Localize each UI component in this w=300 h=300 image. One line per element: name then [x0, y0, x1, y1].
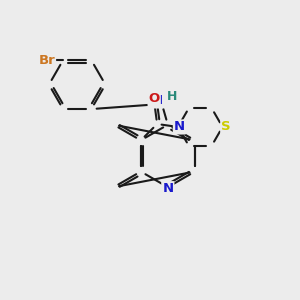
Text: S: S: [221, 121, 231, 134]
Text: O: O: [148, 92, 160, 105]
Text: N: N: [174, 121, 185, 134]
Text: N: N: [152, 94, 163, 107]
Text: H: H: [167, 90, 178, 103]
Text: N: N: [162, 182, 173, 195]
Text: Br: Br: [38, 54, 55, 67]
